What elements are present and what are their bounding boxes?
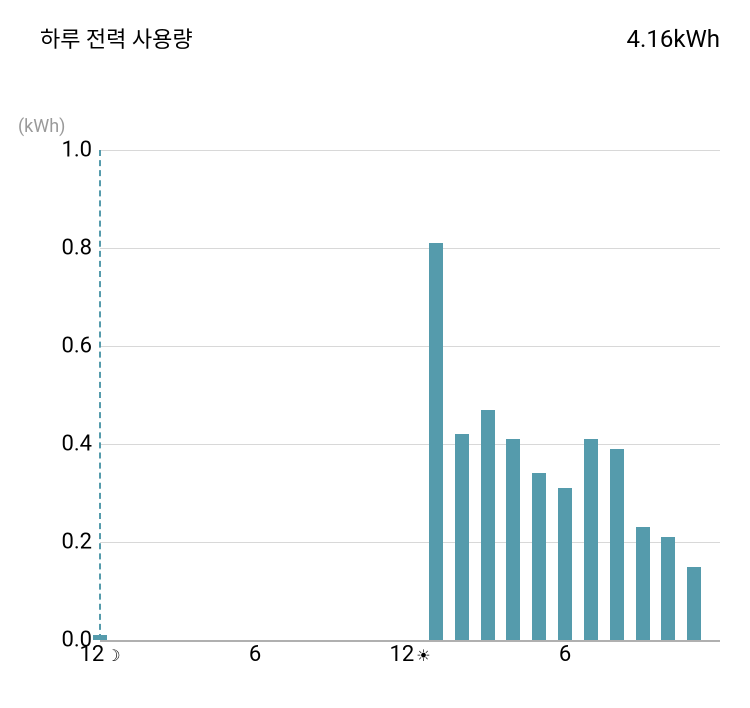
y-tick-label: 0.2 [32,530,92,555]
current-time-marker [99,150,101,640]
moon-icon: ☽ [106,646,120,665]
bar [558,488,572,640]
bar [661,537,675,640]
chart-header: 하루 전력 사용량 4.16kWh [0,0,750,54]
x-tick-label: 6 [559,642,571,667]
bar [481,410,495,640]
y-tick-label: 0.4 [32,432,92,457]
bar [455,434,469,640]
grid-line [100,150,720,151]
y-tick-label: 0.8 [32,236,92,261]
x-tick: 6 [249,642,261,667]
x-tick-label: 6 [249,642,261,667]
chart-plot-area [100,150,720,640]
grid-line [100,542,720,543]
grid-line [100,248,720,249]
bar [610,449,624,640]
y-axis-unit: (kWh) [18,116,65,137]
bar [636,527,650,640]
x-tick-label: 12 [389,642,414,667]
bar [429,243,443,640]
grid-line [100,346,720,347]
bar [687,567,701,641]
bar [506,439,520,640]
x-tick: 6 [559,642,571,667]
x-tick: 12☀ [389,642,430,667]
bar [532,473,546,640]
grid-line [100,444,720,445]
x-tick: 12☽ [79,642,120,667]
y-tick-label: 1.0 [32,138,92,163]
y-tick-label: 0.6 [32,334,92,359]
sun-icon: ☀ [416,646,430,665]
chart-title: 하루 전력 사용량 [40,22,193,54]
chart-total: 4.16kWh [627,25,720,53]
bar [93,635,107,640]
x-tick-label: 12 [79,642,104,667]
bar [584,439,598,640]
